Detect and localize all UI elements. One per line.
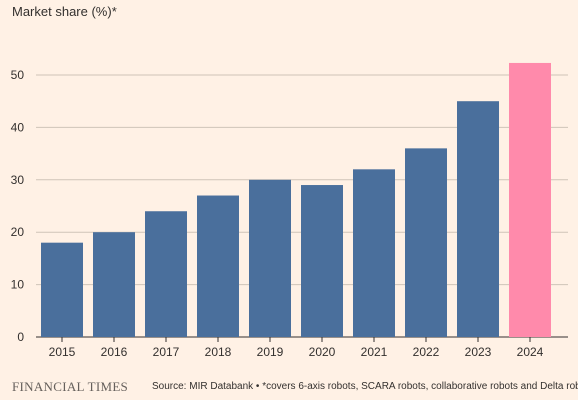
- y-tick-label: 20: [11, 225, 25, 239]
- x-tick-label: 2019: [257, 345, 284, 359]
- x-axis-ticks: 2015 2016 2017 2018 2019 2020 2021 2022 2023 2024: [49, 337, 544, 359]
- x-tick-label: 2020: [309, 345, 336, 359]
- chart-title: Market share (%)*: [12, 4, 117, 19]
- x-tick-label: 2023: [465, 345, 492, 359]
- y-tick-label: 0: [17, 330, 24, 344]
- bars: [41, 62, 551, 337]
- x-tick-label: 2022: [413, 345, 440, 359]
- bar-2020: [301, 185, 343, 337]
- bar-2023: [457, 101, 499, 337]
- bar-2021: [353, 169, 395, 337]
- x-tick-label: 2017: [153, 345, 180, 359]
- x-tick-label: 2024: [517, 345, 544, 359]
- x-tick-label: 2021: [361, 345, 388, 359]
- bar-2015: [41, 242, 83, 337]
- bar-2022: [405, 148, 447, 337]
- y-tick-label: 50: [11, 68, 25, 82]
- y-tick-label: 40: [11, 120, 25, 134]
- bar-2019: [249, 179, 291, 337]
- y-tick-label: 10: [11, 278, 25, 292]
- bar-2017: [145, 211, 187, 337]
- source-note: Source: MIR Databank • *covers 6-axis ro…: [152, 381, 578, 392]
- bar-2018: [197, 195, 239, 337]
- x-tick-label: 2015: [49, 345, 76, 359]
- x-tick-label: 2018: [205, 345, 232, 359]
- bar-2024: [509, 62, 551, 337]
- bar-2016: [93, 232, 135, 337]
- x-tick-label: 2016: [101, 345, 128, 359]
- ft-logo: FINANCIAL TIMES: [12, 379, 129, 394]
- y-tick-label: 30: [11, 173, 25, 187]
- y-axis-ticks: 0 10 20 30 40 50: [11, 68, 25, 344]
